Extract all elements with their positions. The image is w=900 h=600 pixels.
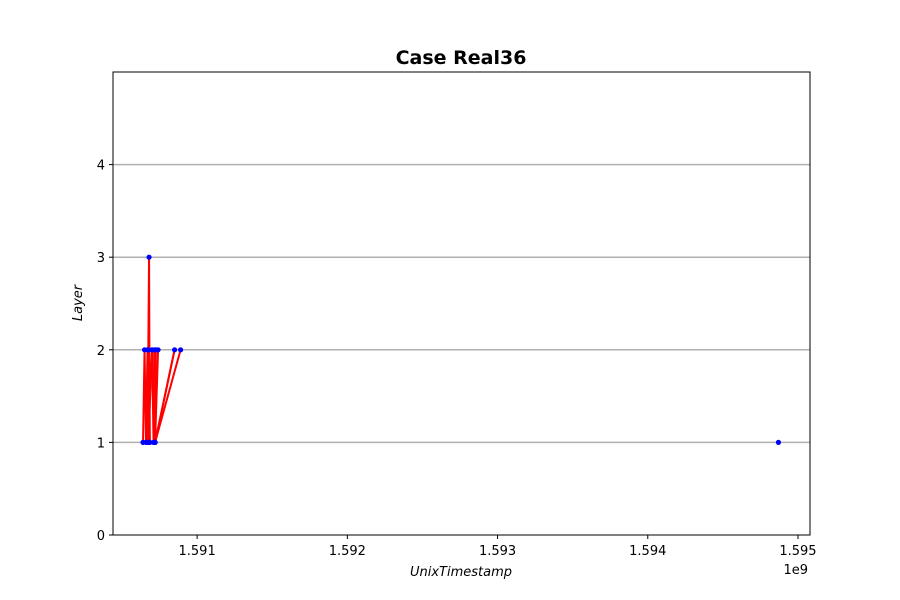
data-point [144,347,151,353]
data-point [177,347,184,353]
x-tick-label: 1.591 [179,544,216,559]
data-point [155,347,161,353]
data-point [145,439,151,445]
series-markers [140,254,782,445]
y-tick-label: 0 [97,529,105,544]
x-tick-label: 1.592 [329,544,366,559]
y-tick-label: 4 [97,159,105,174]
y-tick-label: 2 [97,344,105,359]
plot-frame [112,71,811,536]
x-tick-label: 1.594 [629,544,666,559]
data-point [146,254,152,260]
chart-title: Case Real36 [396,47,527,69]
grid-lines [113,163,810,444]
plot-area-background [113,72,810,535]
y-tick-label: 3 [97,251,105,266]
x-axis-ticks: 1.591 1.592 1.593 1.594 1.595 [179,535,817,559]
data-point [152,439,158,445]
series-segment [154,348,182,444]
series-segment [154,348,160,444]
y-axis-label: Layer [71,283,86,321]
data-point [775,439,782,445]
y-tick-label: 1 [97,436,105,451]
x-axis-offset-label: 1e9 [783,563,808,578]
data-point [171,347,178,353]
x-tick-label: 1.595 [779,544,816,559]
x-axis-label: UnixTimestamp [410,565,512,580]
y-axis-ticks: 0 1 2 3 4 [97,159,113,544]
x-tick-label: 1.593 [479,544,516,559]
